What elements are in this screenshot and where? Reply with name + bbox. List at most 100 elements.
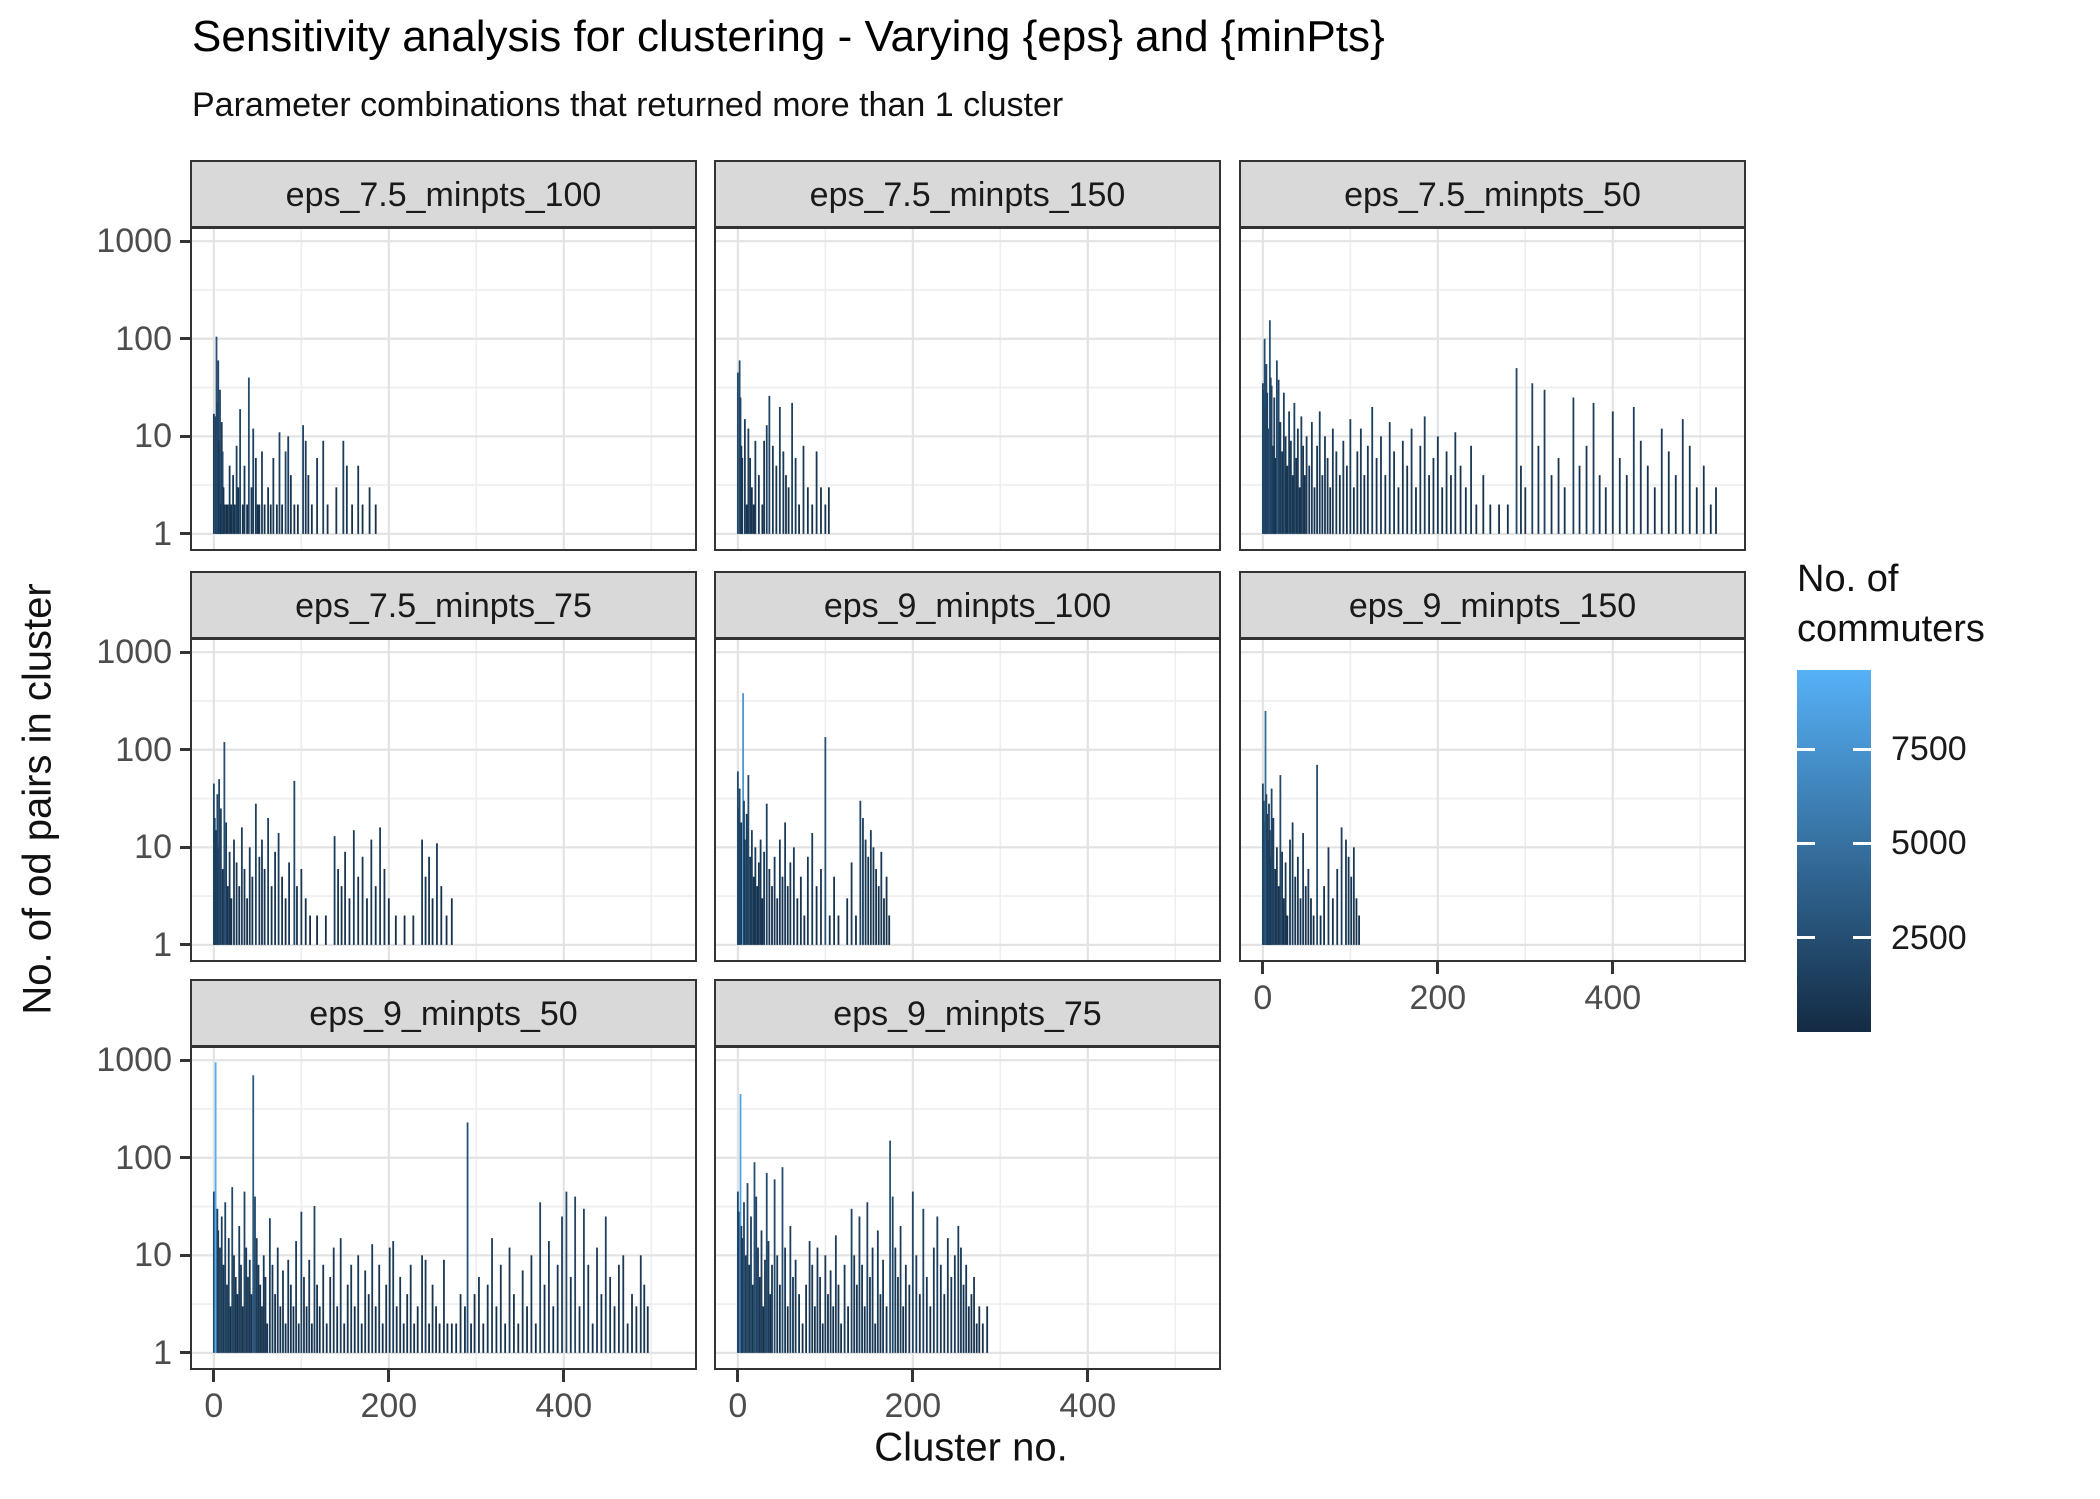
x-axis-tick [387,1370,391,1382]
bar [1498,504,1500,534]
bar [1681,419,1684,534]
bar [1578,465,1581,534]
facet-panel [714,637,1221,962]
bar [289,1284,292,1353]
bar [228,465,231,534]
bars [736,360,830,534]
bar [1384,475,1387,534]
bar [374,1306,377,1353]
bar [1289,839,1291,945]
bar [1294,876,1297,945]
bar [240,827,243,945]
bar [222,1264,225,1353]
bar [832,1306,835,1353]
bar [786,1306,789,1353]
bar [1709,504,1712,534]
bar [1303,475,1306,534]
bar [781,876,784,945]
bars [1261,710,1360,945]
bar [1428,475,1430,534]
bar [1308,465,1311,534]
bar [922,1208,925,1353]
bar [337,868,339,945]
y-tick-label: 1000 [96,222,172,261]
bar [293,504,296,534]
bar [805,1284,807,1353]
bar [1352,487,1355,534]
bar [578,1306,581,1353]
x-axis-tick [736,1370,740,1382]
bar [1350,876,1353,945]
bar [871,1247,874,1353]
bar [431,1284,434,1353]
bar [1531,383,1534,534]
bar [1550,475,1553,534]
bar [421,839,423,945]
bar [224,1202,227,1353]
facet-strip: eps_9_minpts_100 [714,571,1221,642]
bar [316,915,318,945]
bar [803,915,806,945]
bar [792,847,795,945]
bar [741,1238,744,1353]
facet-strip-label: eps_7.5_minpts_50 [1344,176,1641,214]
bar [1388,422,1391,534]
bar [1275,360,1278,534]
y-tick-label: 100 [115,319,172,358]
legend-colorbar [1797,670,1871,1032]
bar [374,504,377,534]
bar [776,898,779,945]
bar [225,822,228,945]
bar [1307,868,1310,945]
bar [366,898,368,945]
bar [792,1276,794,1353]
bar [591,1323,594,1353]
x-tick-label: 200 [360,1387,418,1425]
bar [850,862,853,945]
bar [1604,487,1607,534]
bar [344,851,346,945]
bar [762,1306,765,1353]
bar [1345,839,1347,945]
y-axis-tick [180,532,190,536]
bar [1352,847,1355,945]
bar [965,1264,968,1353]
y-axis-tick [180,650,190,654]
bar [1316,764,1319,945]
bar [486,1284,489,1353]
bar [911,1191,914,1353]
bar [897,1276,899,1353]
x-axis-tick [562,1370,566,1382]
bar [482,1323,485,1353]
bar [855,1284,858,1353]
bar [789,862,792,945]
bar [1331,428,1334,534]
bar [824,737,827,945]
bar [307,475,310,534]
bar [1358,915,1360,945]
bar [383,868,386,945]
bar [1572,397,1575,534]
bar [256,504,259,534]
bar [388,1247,391,1353]
bar [259,1284,262,1353]
bar [981,1323,984,1353]
bar [381,1323,384,1353]
bar [794,1259,797,1353]
bar [316,1284,318,1353]
y-axis-tick [180,845,190,849]
bar [353,1306,356,1353]
bar [478,1276,480,1353]
bar [392,1241,395,1353]
bar [1515,368,1518,534]
bar [371,1244,374,1353]
bar [869,1276,871,1353]
bar [413,1323,416,1353]
bar [255,1238,258,1353]
bar [824,1255,827,1353]
bar [747,428,750,534]
y-axis-tick [180,434,190,438]
bar [267,817,270,945]
y-tick-label: 10 [134,828,172,867]
bar [858,1216,861,1353]
